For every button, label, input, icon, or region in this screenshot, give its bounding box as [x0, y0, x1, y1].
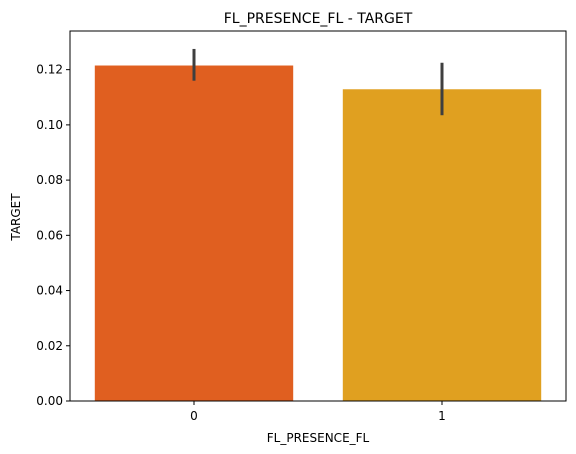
y-tick-label: 0.02 — [36, 339, 63, 353]
y-tick-label: 0.10 — [36, 118, 63, 132]
y-tick-label: 0.12 — [36, 63, 63, 77]
y-axis-label: TARGET — [9, 193, 23, 242]
chart-title: FL_PRESENCE_FL - TARGET — [224, 11, 413, 27]
bar-0 — [94, 65, 294, 401]
y-tick-label: 0.00 — [36, 394, 63, 408]
plot-area: 0 1 0.00 0.02 0.04 0.06 0.08 0.10 0.12 — [36, 30, 567, 423]
x-tick-label-0: 0 — [190, 409, 198, 423]
y-tick-label: 0.04 — [36, 284, 63, 298]
axes-frame — [69, 30, 567, 402]
bar-1 — [342, 89, 542, 401]
y-tick-label: 0.06 — [36, 228, 63, 242]
y-tick-label: 0.08 — [36, 173, 63, 187]
x-axis-label: FL_PRESENCE_FL — [267, 431, 370, 445]
x-tick-label-1: 1 — [438, 409, 446, 423]
